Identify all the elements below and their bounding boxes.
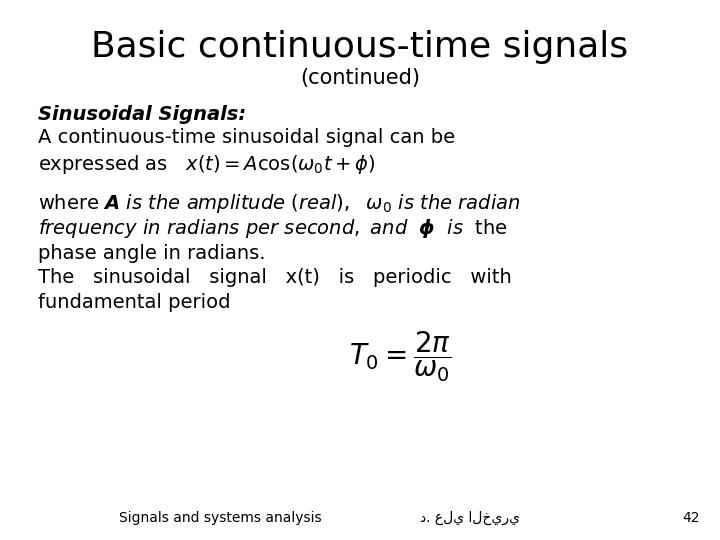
Text: A continuous-time sinusoidal signal can be: A continuous-time sinusoidal signal can …	[38, 128, 455, 147]
Text: د. علي الخيري: د. علي الخيري	[420, 511, 520, 525]
Text: $T_0 = \dfrac{2\pi}{\omega_0}$: $T_0 = \dfrac{2\pi}{\omega_0}$	[348, 330, 451, 384]
Text: Signals and systems analysis: Signals and systems analysis	[119, 511, 321, 525]
Text: (continued): (continued)	[300, 68, 420, 88]
Text: Basic continuous-time signals: Basic continuous-time signals	[91, 30, 629, 64]
Text: where $\boldsymbol{A}$ $\mathit{is\ the\ amplitude\ (real),}$  $\boldsymbol{\ome: where $\boldsymbol{A}$ $\mathit{is\ the\…	[38, 192, 521, 215]
Text: The   sinusoidal   signal   x(t)   is   periodic   with: The sinusoidal signal x(t) is periodic w…	[38, 268, 512, 287]
Text: phase angle in radians.: phase angle in radians.	[38, 244, 266, 263]
Text: 42: 42	[683, 511, 700, 525]
Text: $\mathit{frequency\ in\ radians\ per\ second,\ and}$  $\boldsymbol{\phi}$  $\mat: $\mathit{frequency\ in\ radians\ per\ se…	[38, 218, 508, 240]
Text: Sinusoidal Signals:: Sinusoidal Signals:	[38, 105, 246, 124]
Text: fundamental period: fundamental period	[38, 293, 230, 312]
Text: expressed as   $x(t) = A\cos(\omega_0 t + \phi)$: expressed as $x(t) = A\cos(\omega_0 t + …	[38, 153, 376, 176]
